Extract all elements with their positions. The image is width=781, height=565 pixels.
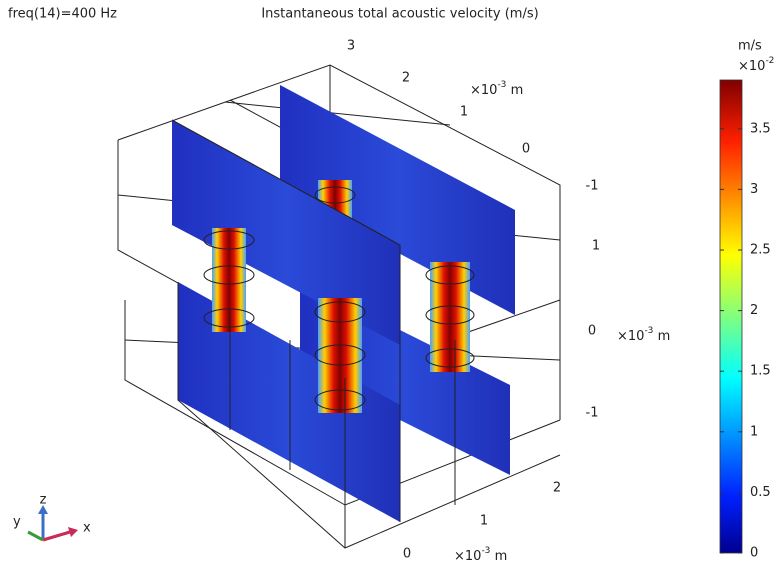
colorbar-tick-label: 0	[750, 546, 758, 561]
tick-label: 2	[553, 481, 561, 496]
colorbar-tick-label: 3.5	[750, 121, 771, 136]
triad-label: y	[13, 515, 21, 530]
x-axis: 2 1 0 ×10-3 m	[403, 481, 561, 564]
tick-label: 0	[522, 142, 530, 157]
hotspot	[430, 262, 470, 372]
colorbar-tick-label: 1.5	[750, 364, 771, 379]
colorbar-tick-label: 1	[750, 424, 758, 439]
axis-unit: ×10-3 m	[617, 326, 670, 344]
colorbar-unit: m/s	[738, 39, 762, 54]
tick-label: -1	[586, 406, 599, 421]
tick-label: 3	[347, 39, 355, 54]
tick-label: 2	[402, 71, 410, 86]
colorbar-tick-label: 2.5	[750, 243, 771, 258]
parameter: freq(14)=400 Hz	[8, 7, 117, 22]
tick-label: 0	[403, 547, 411, 562]
triad-label: z	[40, 493, 47, 508]
colorbar-tick-label: 3	[750, 182, 758, 197]
axis-triad: z x y	[13, 493, 91, 541]
scene: freq(14)=400 Hz Instantaneous total acou…	[0, 0, 781, 565]
tick-label: 1	[480, 514, 488, 529]
tick-label: 1	[592, 239, 600, 254]
colorbar-tick-label: 2	[750, 303, 758, 318]
colorbar: m/s ×10-2 0 0.5 1 1.5 2 2.5 3 3.5	[720, 39, 774, 561]
colorbar-gradient	[720, 80, 742, 553]
hotspot	[318, 298, 362, 413]
triad-label: x	[83, 521, 91, 536]
tick-label: 0	[588, 324, 596, 339]
axis-unit: ×10-3 m	[470, 80, 523, 98]
colorbar-tick-label: 0.5	[750, 485, 771, 500]
hotspot	[212, 228, 246, 332]
z-axis: -1 1 0 -1 ×10-3 m	[586, 179, 671, 421]
tick-label: -1	[586, 179, 599, 194]
tick-label: 1	[460, 105, 468, 120]
plot-title: Instantaneous total acoustic velocity (m…	[261, 7, 538, 22]
axis-unit: ×10-3 m	[454, 546, 507, 564]
colorbar-scale: ×10-2	[738, 56, 774, 74]
